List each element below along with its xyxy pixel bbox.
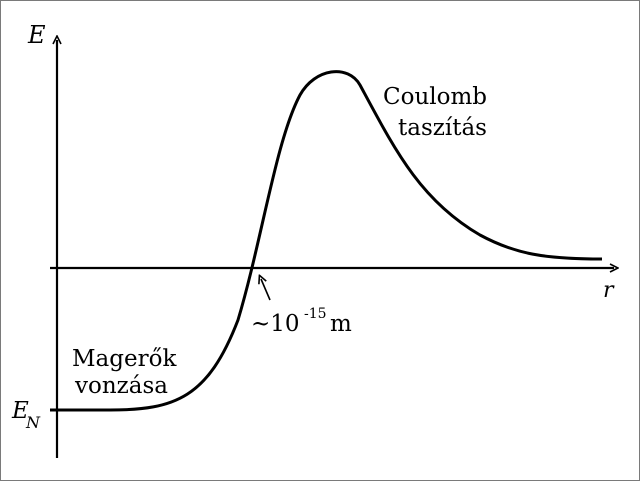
bound-level-label: E [11,398,29,424]
potential-curve [50,70,603,412]
bound-level-subscript: N [25,413,41,432]
distance-label-unit: m [330,311,352,337]
distance-label-exponent: -15 [304,306,327,322]
attraction-label-line1: Magerők [72,346,177,372]
crossing-pointer-arrow [261,279,271,301]
distance-label-base: ~10 [251,311,300,337]
repulsion-label-line1: Coulomb [383,84,487,110]
repulsion-label-line2: taszítás [398,115,487,141]
y-axis-label: E [27,21,46,49]
attraction-label-line2: vonzása [74,373,168,399]
x-axis-label: r [603,278,615,303]
